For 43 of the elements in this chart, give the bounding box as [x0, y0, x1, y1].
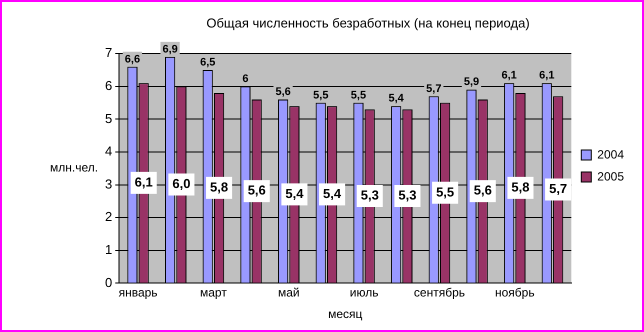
y-tick-label: 5 — [104, 110, 112, 126]
data-label: 6,0 — [172, 176, 190, 192]
data-label: 5,3 — [360, 188, 379, 203]
data-label: 6,9 — [162, 43, 178, 56]
data-label: 5,4 — [388, 92, 405, 105]
data-label: 5,9 — [464, 76, 480, 88]
data-label: 5,6 — [275, 86, 291, 98]
y-tick-label: 3 — [104, 176, 112, 192]
data-label: 6 — [242, 72, 248, 85]
y-axis-title: млн.чел. — [50, 160, 98, 175]
x-tick-label: март — [200, 286, 228, 300]
y-tick-label: 6 — [104, 78, 112, 93]
y-tick-label: 0 — [104, 274, 112, 290]
chart-title: Общая численность безработных (на конец периода) — [206, 15, 530, 30]
data-label: 6,1 — [501, 70, 517, 82]
x-tick-label: май — [278, 286, 300, 300]
data-label: 5,3 — [398, 188, 416, 203]
data-label: 5,5 — [313, 89, 328, 102]
y-tick-label: 4 — [104, 144, 112, 159]
x-tick-label: январь — [118, 286, 158, 300]
data-label: 5,8 — [210, 179, 228, 194]
x-tick-label: июль — [350, 286, 378, 300]
x-tick-label: ноябрь — [494, 286, 535, 300]
data-label: 5,7 — [549, 181, 568, 196]
data-label: 5,7 — [426, 82, 442, 95]
data-label: 6,6 — [124, 53, 140, 66]
data-label: 5,5 — [350, 89, 366, 102]
data-label: 5,8 — [511, 179, 530, 194]
x-tick-label: сентябрь — [414, 286, 465, 300]
legend-label: 2005 — [597, 169, 624, 184]
data-label: 5,5 — [436, 184, 454, 200]
legend-label: 2004 — [597, 147, 624, 162]
data-label: 6,1 — [539, 70, 554, 82]
y-tick-label: 1 — [104, 242, 112, 257]
y-tick-label: 2 — [104, 209, 112, 224]
data-label: 5,6 — [248, 182, 266, 198]
y-tick-label: 7 — [104, 45, 112, 60]
data-label: 5,4 — [285, 186, 304, 201]
x-axis-title: месяц — [328, 307, 363, 322]
data-label: 5,4 — [323, 186, 342, 201]
data-label: 6,1 — [134, 174, 153, 190]
data-label: 5,6 — [474, 182, 492, 198]
data-label: 6,5 — [200, 56, 216, 69]
